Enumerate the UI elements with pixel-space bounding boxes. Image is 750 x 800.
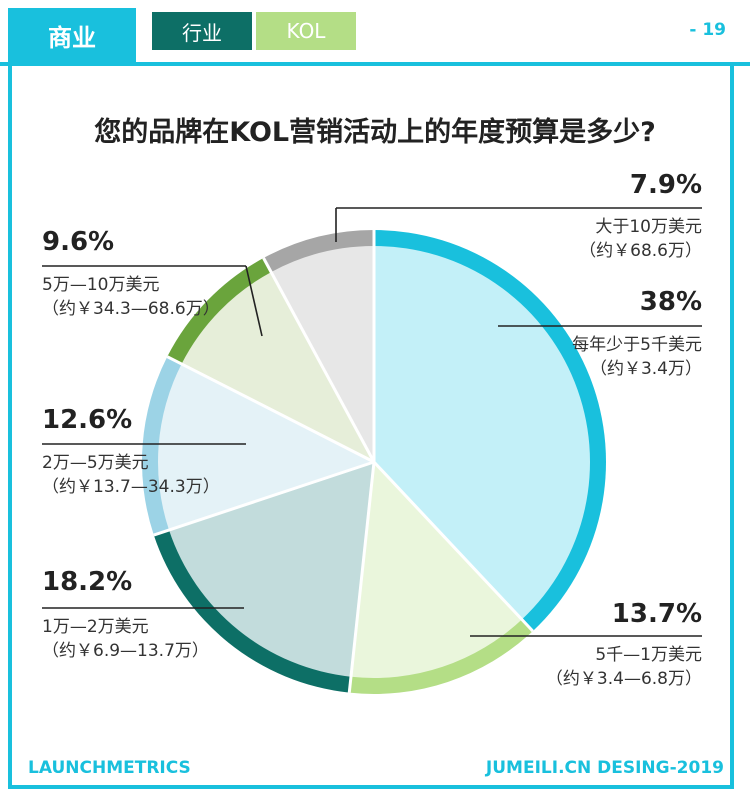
slice-value-label: 18.2% — [42, 567, 132, 597]
tab-kol[interactable]: KOL — [256, 12, 356, 50]
slice-value-label: 38% — [640, 287, 702, 317]
header-divider — [0, 62, 750, 66]
slice-value-label: 13.7% — [612, 599, 702, 629]
pie-slice-5 — [271, 246, 374, 462]
pie-slice-3 — [158, 363, 374, 531]
slice-rmb-label: （约￥3.4—6.8万） — [546, 669, 702, 689]
slice-category-label: 5千—1万美元 — [595, 645, 702, 665]
slice-value-label: 7.9% — [630, 170, 702, 200]
slice-separator — [153, 460, 375, 537]
slice-separator — [372, 460, 534, 633]
slice-value-label: 12.6% — [42, 405, 132, 435]
slice-rmb-label: （约￥68.6万） — [579, 241, 702, 261]
slice-category-label: 大于10万美元 — [595, 217, 702, 237]
pie-slice-2 — [168, 462, 374, 677]
slice-separator — [262, 257, 376, 463]
slice-category-label: 5万—10万美元 — [42, 275, 159, 295]
chart-title: 您的品牌在KOL营销活动上的年度预算是多少? — [94, 117, 656, 148]
leader-line-tick — [245, 265, 263, 337]
page-number: - 19 — [689, 20, 726, 40]
footer-source: LAUNCHMETRICS — [28, 758, 191, 778]
slice-rmb-label: （约￥6.9—13.7万） — [42, 641, 209, 661]
slice-separator — [347, 461, 376, 693]
slice-rmb-label: （约￥34.3—68.6万） — [42, 299, 220, 319]
pie-slice-0 — [374, 246, 590, 620]
slice-value-label: 9.6% — [42, 227, 114, 257]
pie-slice-4 — [181, 272, 374, 462]
slice-rmb-label: （约￥3.4万） — [590, 359, 702, 379]
slice-rmb-label: （约￥13.7—34.3万） — [42, 477, 220, 497]
slice-category-label: 每年少于5千美元 — [572, 335, 702, 355]
slice-category-label: 2万—5万美元 — [42, 453, 149, 473]
tab-industry[interactable]: 行业 — [152, 12, 252, 50]
slice-separator — [166, 355, 375, 464]
slice-category-label: 1万—2万美元 — [42, 617, 149, 637]
pie-slice-1 — [350, 462, 522, 678]
content-frame — [8, 62, 734, 789]
footer-credit: JUMEILI.CN DESING-2019 — [485, 758, 724, 778]
section-label: 商业 — [8, 8, 136, 62]
